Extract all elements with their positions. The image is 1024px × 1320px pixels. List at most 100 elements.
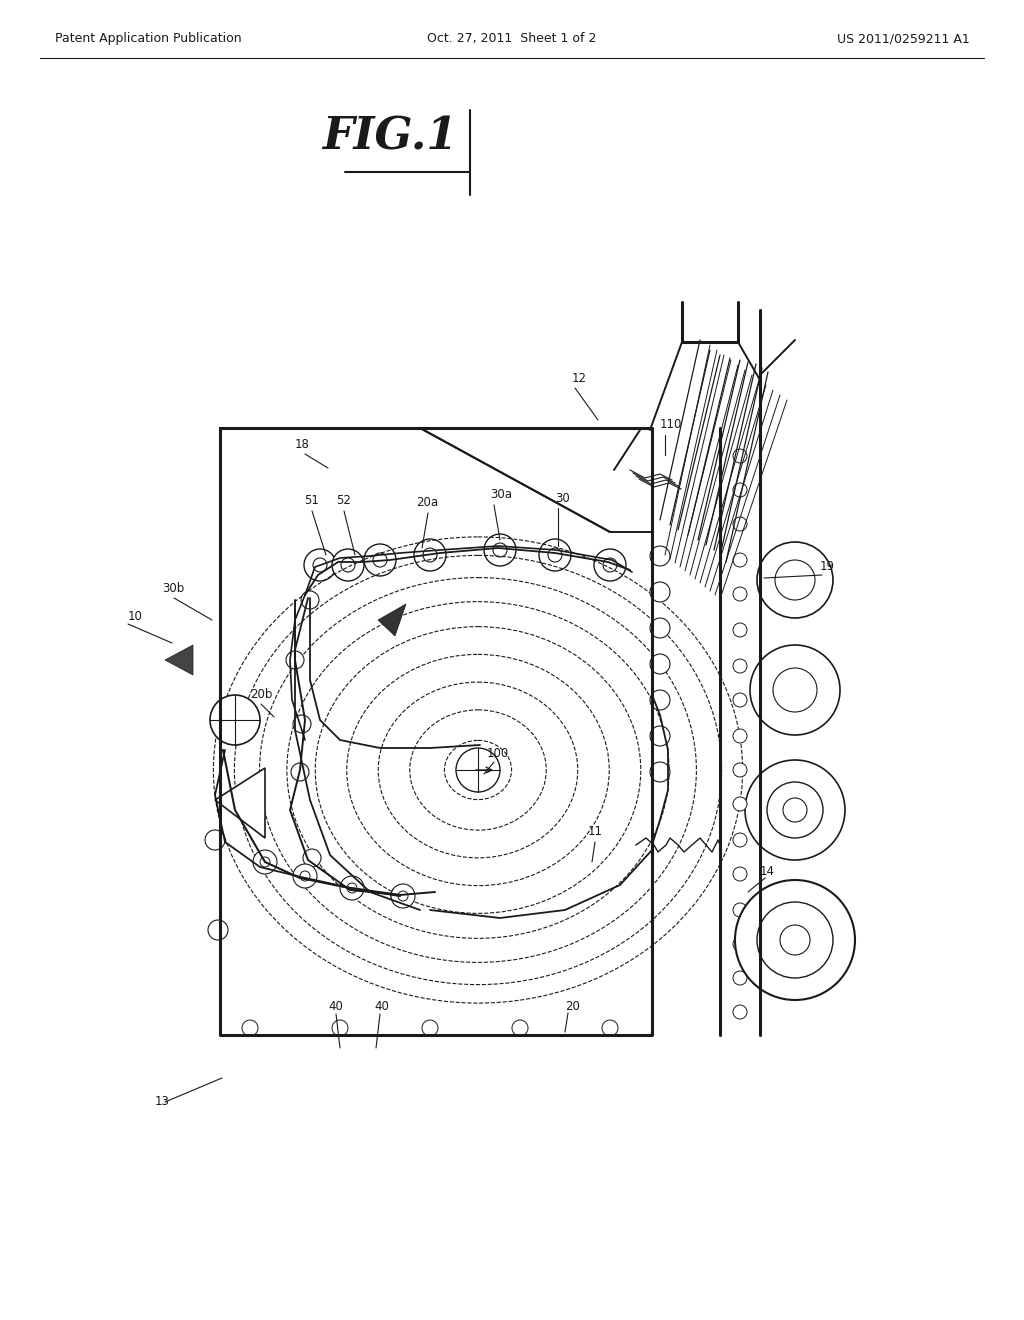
Circle shape <box>602 1020 618 1036</box>
Text: FIG.1: FIG.1 <box>323 116 458 158</box>
Text: 10: 10 <box>128 610 143 623</box>
Text: Patent Application Publication: Patent Application Publication <box>55 32 242 45</box>
Circle shape <box>539 539 571 572</box>
Circle shape <box>757 543 833 618</box>
Circle shape <box>286 651 304 669</box>
Circle shape <box>650 690 670 710</box>
Circle shape <box>773 668 817 711</box>
Circle shape <box>733 483 746 498</box>
Circle shape <box>733 693 746 708</box>
Circle shape <box>745 760 845 861</box>
Circle shape <box>783 799 807 822</box>
Circle shape <box>398 891 408 902</box>
Circle shape <box>733 763 746 777</box>
Circle shape <box>208 920 228 940</box>
Circle shape <box>344 880 360 896</box>
Circle shape <box>364 544 396 576</box>
Circle shape <box>733 833 746 847</box>
Circle shape <box>780 925 810 954</box>
Circle shape <box>733 659 746 673</box>
Circle shape <box>293 865 317 888</box>
Text: 20a: 20a <box>416 496 438 510</box>
Text: 40: 40 <box>328 1001 343 1012</box>
Circle shape <box>603 558 617 572</box>
Circle shape <box>735 880 855 1001</box>
Circle shape <box>301 591 319 609</box>
Text: 40: 40 <box>374 1001 389 1012</box>
Text: 11: 11 <box>588 825 603 838</box>
Circle shape <box>733 729 746 743</box>
Circle shape <box>650 582 670 602</box>
Circle shape <box>414 539 446 572</box>
Circle shape <box>733 972 746 985</box>
Text: 52: 52 <box>336 494 351 507</box>
Polygon shape <box>165 645 193 675</box>
Circle shape <box>304 549 336 581</box>
Text: 12: 12 <box>572 372 587 385</box>
Circle shape <box>733 903 746 917</box>
Circle shape <box>257 851 273 869</box>
Circle shape <box>733 553 746 568</box>
Text: 18: 18 <box>295 438 310 451</box>
Circle shape <box>650 546 670 566</box>
Text: 30b: 30b <box>162 582 184 595</box>
Circle shape <box>757 902 833 978</box>
Polygon shape <box>215 768 265 838</box>
Circle shape <box>332 549 364 581</box>
Circle shape <box>391 886 409 904</box>
Polygon shape <box>378 605 406 636</box>
Circle shape <box>341 558 355 572</box>
Circle shape <box>394 887 410 903</box>
Text: 30: 30 <box>555 492 569 506</box>
Text: Oct. 27, 2011  Sheet 1 of 2: Oct. 27, 2011 Sheet 1 of 2 <box>427 32 597 45</box>
Circle shape <box>422 1020 438 1036</box>
Circle shape <box>733 797 746 810</box>
Circle shape <box>750 645 840 735</box>
Circle shape <box>300 871 310 880</box>
Text: 20b: 20b <box>250 688 272 701</box>
Text: 30a: 30a <box>490 488 512 502</box>
Circle shape <box>650 653 670 675</box>
Circle shape <box>340 876 364 900</box>
Circle shape <box>594 549 626 581</box>
Circle shape <box>733 867 746 880</box>
Circle shape <box>733 517 746 531</box>
Circle shape <box>347 883 357 894</box>
Circle shape <box>313 558 327 572</box>
Text: 51: 51 <box>304 494 318 507</box>
Circle shape <box>293 715 311 733</box>
Text: US 2011/0259211 A1: US 2011/0259211 A1 <box>838 32 970 45</box>
Circle shape <box>260 857 270 867</box>
Circle shape <box>733 1005 746 1019</box>
Circle shape <box>253 850 278 874</box>
Circle shape <box>341 880 359 899</box>
Circle shape <box>512 1020 528 1036</box>
Circle shape <box>210 696 260 744</box>
Circle shape <box>650 618 670 638</box>
Text: 14: 14 <box>760 865 775 878</box>
Circle shape <box>484 535 516 566</box>
Circle shape <box>332 1020 348 1036</box>
Circle shape <box>303 849 321 867</box>
Circle shape <box>548 548 562 562</box>
Text: 13: 13 <box>155 1096 170 1107</box>
Circle shape <box>205 830 225 850</box>
Circle shape <box>493 543 507 557</box>
Circle shape <box>733 623 746 638</box>
Text: 20: 20 <box>565 1001 580 1012</box>
Circle shape <box>242 1020 258 1036</box>
Circle shape <box>423 548 437 562</box>
Text: 100: 100 <box>487 747 509 760</box>
Circle shape <box>456 748 500 792</box>
Circle shape <box>650 726 670 746</box>
Circle shape <box>733 937 746 950</box>
Circle shape <box>291 763 309 781</box>
Circle shape <box>373 553 387 568</box>
Circle shape <box>391 884 415 908</box>
Circle shape <box>297 870 313 886</box>
Text: 19: 19 <box>820 560 835 573</box>
Circle shape <box>775 560 815 601</box>
Text: 110: 110 <box>660 418 682 432</box>
Circle shape <box>733 587 746 601</box>
Circle shape <box>733 449 746 463</box>
